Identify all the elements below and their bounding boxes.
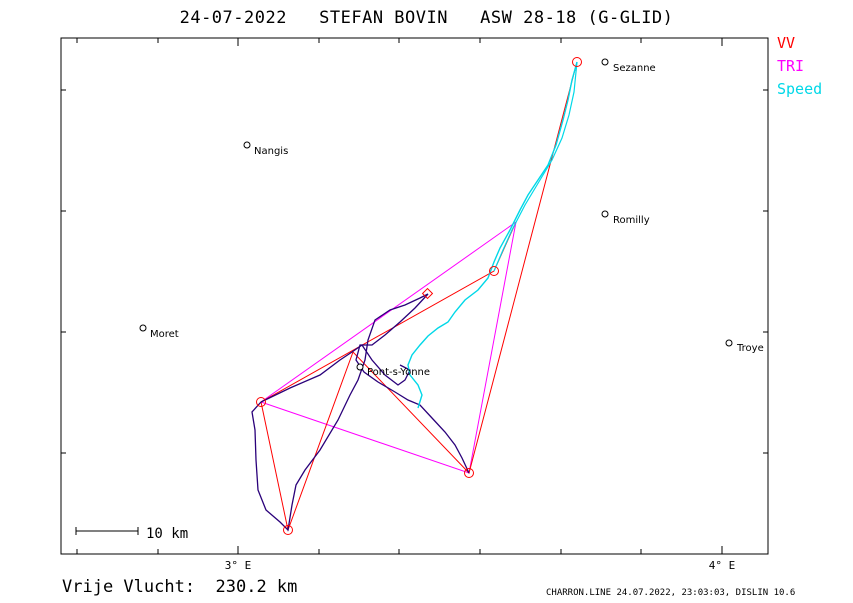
place-label-sezanne: Sezanne xyxy=(613,63,656,74)
free-flight-distance: Vrije Vlucht: 230.2 km xyxy=(62,577,298,597)
scale-bar-label: 10 km xyxy=(146,526,188,542)
place-marker xyxy=(601,210,609,218)
map-title: 24-07-2022 STEFAN BOVIN ASW 28-18 (G-GLI… xyxy=(179,8,674,28)
legend-speed: Speed xyxy=(777,80,823,98)
x-tick-4e: 4° E xyxy=(709,559,736,572)
place-markers xyxy=(139,58,733,371)
place-marker xyxy=(356,363,364,371)
turnpoint-marker xyxy=(464,468,474,478)
speed-track-return xyxy=(493,61,578,272)
place-label-pont-s-yonne: Pont-s-Yonne xyxy=(367,367,430,378)
place-marker xyxy=(243,141,251,149)
turnpoint-marker xyxy=(283,525,293,535)
turnpoint-marker xyxy=(572,57,582,67)
turnpoints xyxy=(256,57,582,535)
turnpoint-marker xyxy=(421,287,434,300)
speed-track xyxy=(407,61,578,409)
place-marker xyxy=(601,58,609,66)
map-frame xyxy=(60,37,769,555)
place-label-moret: Moret xyxy=(150,329,179,340)
place-marker xyxy=(725,339,733,347)
legend-vv: VV xyxy=(777,34,796,52)
place-label-romilly: Romilly xyxy=(613,215,650,226)
legend-tri: TRI xyxy=(777,57,805,75)
turnpoint-marker xyxy=(256,397,266,407)
flight-track-segment xyxy=(260,344,411,403)
scale-bar xyxy=(75,527,139,535)
vv-route xyxy=(260,61,578,532)
tri-route xyxy=(260,220,517,474)
flight-track xyxy=(251,293,470,532)
credit-line: CHARRON.LINE 24.07.2022, 23:03:03, DISLI… xyxy=(546,588,796,598)
place-marker xyxy=(139,324,147,332)
x-tick-3e: 3° E xyxy=(225,559,252,572)
place-label-nangis: Nangis xyxy=(254,146,288,157)
turnpoint-marker xyxy=(489,266,499,276)
axis-ticks xyxy=(61,38,768,554)
place-label-troye: Troye xyxy=(736,343,764,354)
